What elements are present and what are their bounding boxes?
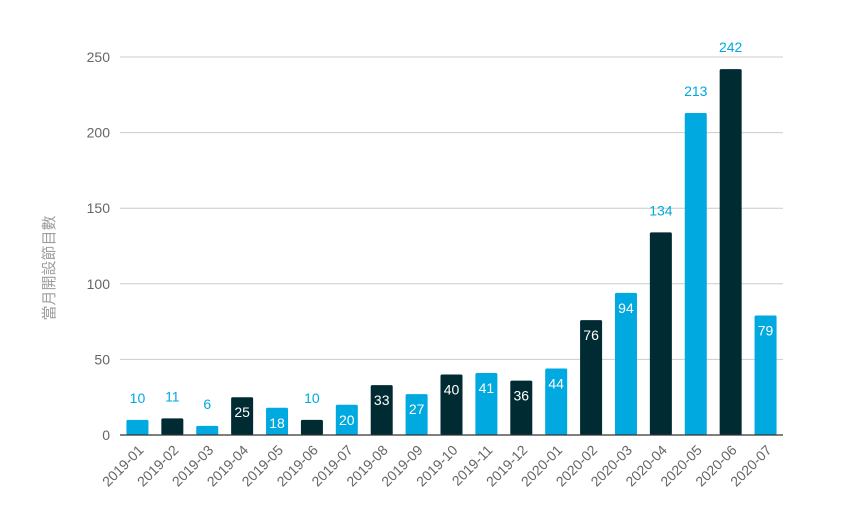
bar-2020-05 xyxy=(684,112,707,435)
bar-2019-01 xyxy=(126,419,149,435)
value-label-2019-11: 41 xyxy=(479,380,495,396)
bar-2020-01 xyxy=(545,368,568,435)
y-tick-label: 0 xyxy=(102,427,110,443)
value-label-2020-05: 213 xyxy=(684,83,708,99)
bar-2019-03 xyxy=(196,425,219,435)
value-label-2019-07: 20 xyxy=(339,412,355,428)
value-label-2019-12: 36 xyxy=(514,388,530,404)
bar-2020-04 xyxy=(649,232,672,435)
value-label-2019-09: 27 xyxy=(409,401,425,417)
bar-2020-07 xyxy=(754,315,777,435)
bar-2019-06 xyxy=(300,419,323,435)
bar-2019-08 xyxy=(370,385,393,435)
bar-2019-10 xyxy=(440,374,463,435)
value-label-2019-01: 10 xyxy=(130,390,146,406)
value-label-2020-03: 94 xyxy=(618,300,634,316)
value-label-2020-01: 44 xyxy=(548,375,564,391)
bars xyxy=(126,69,777,435)
value-label-2019-06: 10 xyxy=(304,390,320,406)
bar-2020-03 xyxy=(614,292,637,435)
y-tick-label: 200 xyxy=(87,125,111,141)
bar-2019-04 xyxy=(231,397,254,435)
bar-2020-02 xyxy=(580,320,603,435)
bar-2019-09 xyxy=(405,394,428,435)
value-label-2020-07: 79 xyxy=(758,323,774,339)
bar-2020-06 xyxy=(719,69,742,435)
value-label-2019-08: 33 xyxy=(374,392,390,408)
value-label-2019-02: 11 xyxy=(165,388,180,404)
value-label-2020-04: 134 xyxy=(649,202,673,218)
y-axis-title: 當月開設節目數 xyxy=(40,215,58,320)
bar-2019-07 xyxy=(335,404,358,435)
value-label-2020-06: 242 xyxy=(719,39,743,55)
bar-2019-11 xyxy=(475,373,498,435)
value-label-2019-10: 40 xyxy=(444,382,460,398)
y-tick-label: 250 xyxy=(87,49,111,65)
value-label-2019-05: 18 xyxy=(269,415,285,431)
bar-2019-02 xyxy=(161,418,184,435)
value-labels: 10 11 6 25 18 10 20 33 27 40 41 36 44 76 94 134 213 242 79 xyxy=(130,39,774,431)
bar-2019-12 xyxy=(510,380,533,435)
x-tick-labels: 2019-012019-022019-032019-042019-052019-… xyxy=(99,442,775,490)
y-tick-labels: 0 50 100 150 200 250 xyxy=(87,49,111,443)
bar-2019-05 xyxy=(266,407,289,435)
y-tick-label: 150 xyxy=(87,200,111,216)
value-label-2019-04: 25 xyxy=(234,404,250,420)
y-tick-label: 100 xyxy=(87,276,111,292)
value-label-2019-03: 6 xyxy=(203,396,211,412)
value-label-2020-02: 76 xyxy=(583,327,599,343)
y-tick-label: 50 xyxy=(94,351,110,367)
grid-lines xyxy=(120,56,783,360)
